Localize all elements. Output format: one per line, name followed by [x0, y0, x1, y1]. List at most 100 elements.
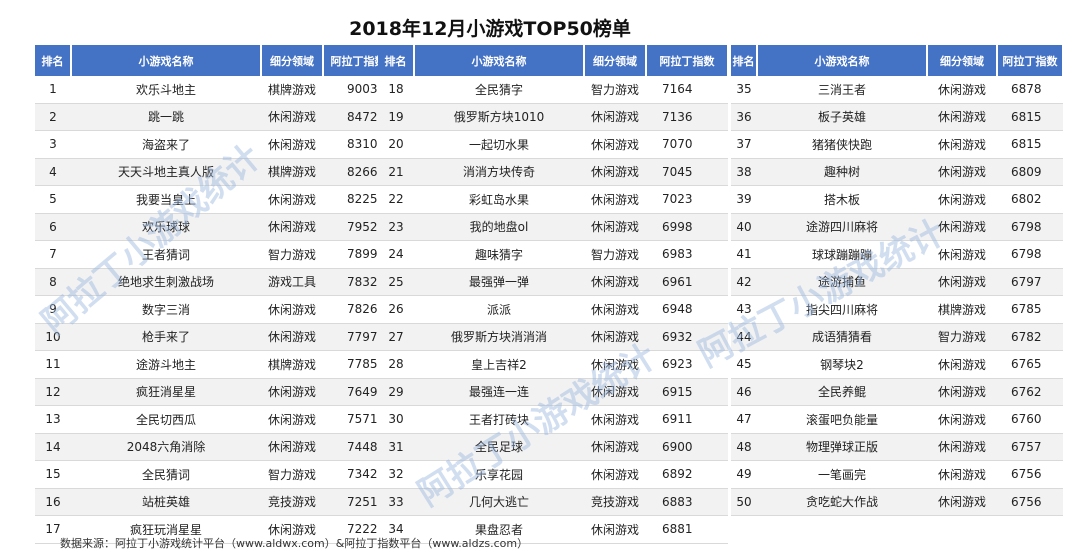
game-name-cell: 全民猜字	[414, 76, 584, 104]
category-cell: 休闲游戏	[261, 323, 323, 351]
index-cell: 6802	[997, 185, 1063, 214]
index-cell: 6915	[646, 378, 728, 406]
table-row: 44 成语猜猜看 智力游戏 6782	[731, 323, 1063, 351]
index-cell: 6948	[646, 295, 728, 324]
empty-cell	[927, 516, 997, 543]
table-row: 34 果盘忍者 休闲游戏 6881	[378, 515, 728, 544]
col-rank-header: 排名	[35, 45, 72, 76]
rank-cell: 32	[378, 460, 414, 489]
category-cell: 休闲游戏	[927, 240, 997, 269]
rank-cell: 3	[35, 130, 71, 159]
game-name-cell: 途游捕鱼	[757, 268, 927, 296]
game-name-cell: 王者猜词	[71, 240, 261, 269]
table-row: 9 数字三消 休闲游戏 7826	[35, 295, 393, 324]
table-row: 33 几何大逃亡 竞技游戏 6883	[378, 488, 728, 516]
index-cell: 6797	[997, 268, 1063, 296]
index-cell: 6760	[997, 405, 1063, 434]
game-name-cell: 最强弹一弹	[414, 268, 584, 296]
game-name-cell: 俄罗斯方块消消消	[414, 323, 584, 351]
table-row: 13 全民切西瓜 休闲游戏 7571	[35, 405, 393, 434]
index-cell: 6785	[997, 295, 1063, 324]
index-cell: 6798	[997, 213, 1063, 241]
table-row: 49 一笔画完 休闲游戏 6756	[731, 460, 1063, 489]
category-cell: 智力游戏	[261, 460, 323, 489]
rank-cell: 18	[378, 76, 414, 104]
col-name-header: 小游戏名称	[414, 45, 585, 76]
col-index-header: 阿拉丁指数	[997, 45, 1064, 76]
index-cell: 6765	[997, 350, 1063, 379]
table-row: 38 趣种树 休闲游戏 6809	[731, 158, 1063, 186]
index-cell: 6961	[646, 268, 728, 296]
index-cell: 6762	[997, 378, 1063, 406]
rank-cell: 40	[731, 213, 757, 241]
category-cell: 休闲游戏	[584, 213, 646, 241]
rank-cell: 29	[378, 378, 414, 406]
empty-cell	[731, 516, 757, 543]
table-row: 18 全民猜字 智力游戏 7164	[378, 76, 728, 104]
rank-cell: 26	[378, 295, 414, 324]
category-cell: 智力游戏	[261, 240, 323, 269]
game-name-cell: 天天斗地主真人版	[71, 158, 261, 186]
category-cell: 休闲游戏	[584, 378, 646, 406]
category-cell: 休闲游戏	[927, 213, 997, 241]
game-name-cell: 2048六角消除	[71, 433, 261, 461]
table-row: 7 王者猜词 智力游戏 7899	[35, 240, 393, 269]
rank-cell: 16	[35, 488, 71, 516]
category-cell: 休闲游戏	[261, 103, 323, 131]
index-cell: 6923	[646, 350, 728, 379]
table-row: 36 板子英雄 休闲游戏 6815	[731, 103, 1063, 131]
table-row: 15 全民猜词 智力游戏 7342	[35, 460, 393, 489]
category-cell: 休闲游戏	[584, 185, 646, 214]
game-name-cell: 数字三消	[71, 295, 261, 324]
col-rank-header: 排名	[731, 45, 758, 76]
index-cell: 7023	[646, 185, 728, 214]
rank-cell: 47	[731, 405, 757, 434]
table-row: 25 最强弹一弹 休闲游戏 6961	[378, 268, 728, 296]
game-name-cell: 指尖四川麻将	[757, 295, 927, 324]
table-row: 42 途游捕鱼 休闲游戏 6797	[731, 268, 1063, 296]
ranking-table-2: 排名 小游戏名称 细分领域 阿拉丁指数 18 全民猜字 智力游戏 7164 19 俄罗斯方…	[378, 45, 729, 544]
table-row: 6 欢乐球球 休闲游戏 7952	[35, 213, 393, 241]
index-cell: 6815	[997, 103, 1063, 131]
ranking-table-2-body: 18 全民猜字 智力游戏 7164 19 俄罗斯方块1010 休闲游戏 7136 20 一起切水果…	[378, 76, 728, 544]
table-row	[731, 516, 1063, 543]
game-name-cell: 钢琴块2	[757, 350, 927, 379]
game-name-cell: 成语猜猜看	[757, 323, 927, 351]
category-cell: 休闲游戏	[584, 130, 646, 159]
game-name-cell: 疯狂消星星	[71, 378, 261, 406]
col-name-header: 小游戏名称	[757, 45, 928, 76]
rank-cell: 21	[378, 158, 414, 186]
game-name-cell: 板子英雄	[757, 103, 927, 131]
table-row: 32 乐享花园 休闲游戏 6892	[378, 460, 728, 489]
rank-cell: 25	[378, 268, 414, 296]
table-row: 23 我的地盘ol 休闲游戏 6998	[378, 213, 728, 241]
table-row: 16 站桩英雄 竞技游戏 7251	[35, 488, 393, 516]
category-cell: 棋牌游戏	[261, 350, 323, 379]
rank-cell: 37	[731, 130, 757, 159]
game-name-cell: 途游四川麻将	[757, 213, 927, 241]
category-cell: 休闲游戏	[261, 130, 323, 159]
index-cell: 6881	[646, 515, 728, 544]
col-category-header: 细分领域	[261, 45, 324, 76]
table-row: 27 俄罗斯方块消消消 休闲游戏 6932	[378, 323, 728, 351]
category-cell: 棋牌游戏	[261, 158, 323, 186]
rank-cell: 30	[378, 405, 414, 434]
rank-cell: 23	[378, 213, 414, 241]
rank-cell: 12	[35, 378, 71, 406]
category-cell: 休闲游戏	[927, 433, 997, 461]
rank-cell: 34	[378, 515, 414, 544]
table-row: 28 皇上吉祥2 休闲游戏 6923	[378, 350, 728, 379]
game-name-cell: 趣种树	[757, 158, 927, 186]
rank-cell: 5	[35, 185, 71, 214]
game-name-cell: 全民足球	[414, 433, 584, 461]
game-name-cell: 全民切西瓜	[71, 405, 261, 434]
index-cell: 6757	[997, 433, 1063, 461]
category-cell: 棋牌游戏	[261, 76, 323, 104]
rank-cell: 15	[35, 460, 71, 489]
index-cell: 6911	[646, 405, 728, 434]
table-row: 48 物理弹球正版 休闲游戏 6757	[731, 433, 1063, 461]
table-row: 5 我要当皇上 休闲游戏 8225	[35, 185, 393, 214]
game-name-cell: 乐享花园	[414, 460, 584, 489]
index-cell: 6983	[646, 240, 728, 269]
game-name-cell: 最强连一连	[414, 378, 584, 406]
